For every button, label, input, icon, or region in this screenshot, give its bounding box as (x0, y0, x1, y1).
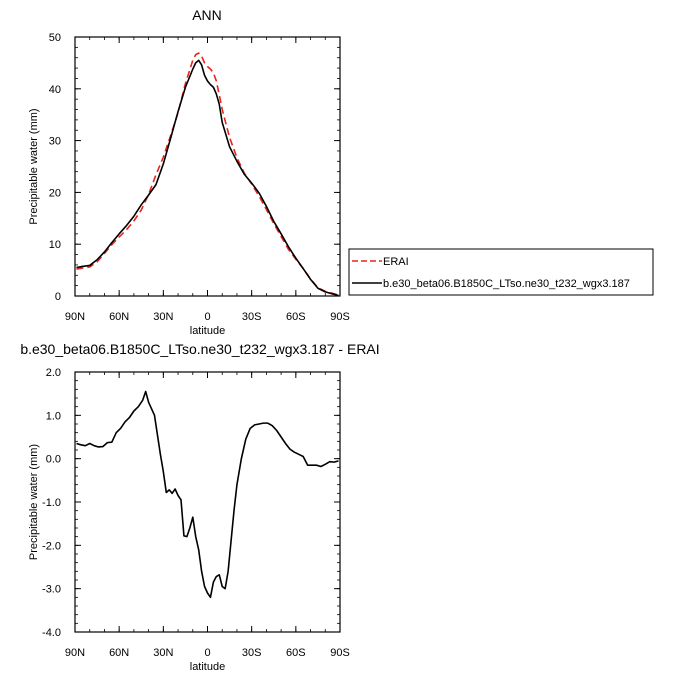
bottom-x-tick-label: 30S (242, 647, 262, 659)
bottom-series-line-0 (76, 390, 339, 599)
bottom-y-tick-label: 1.0 (46, 410, 61, 422)
top-series-line-1 (76, 59, 339, 297)
bottom-x-tick-label: 30N (153, 647, 173, 659)
top-y-tick-label: 20 (49, 187, 61, 199)
bottom-x-axis-label: latitude (190, 661, 225, 673)
bottom-y-tick-label: 2.0 (46, 367, 61, 379)
top-x-axis-label: latitude (190, 325, 225, 337)
bottom-x-tick-label: 60S (286, 647, 306, 659)
legend-box (348, 248, 654, 296)
top-y-tick-label: 0 (55, 291, 61, 303)
top-x-tick-label: 0 (204, 311, 210, 323)
top-y-tick-label: 10 (49, 239, 61, 251)
bottom-chart-title: b.e30_beta06.B1850C_LTso.ne30_t232_wgx3.… (20, 341, 379, 357)
top-plot-frame (74, 36, 341, 297)
bottom-y-tick-label: -2.0 (42, 540, 61, 552)
bottom-y-tick-label: -1.0 (42, 497, 61, 509)
bottom-y-tick-label: -3.0 (42, 584, 61, 596)
top-x-tick-label: 60N (109, 311, 129, 323)
legend-label-0: ERAI (383, 256, 409, 268)
top-y-axis-label: Precipitable water (mm) (28, 108, 40, 224)
bottom-x-tick-label: 0 (204, 647, 210, 659)
bottom-x-tick-label: 90N (65, 647, 85, 659)
top-y-tick-label: 30 (49, 136, 61, 148)
bottom-x-tick-label: 90S (330, 647, 350, 659)
top-x-tick-label: 60S (286, 311, 306, 323)
top-chart-title: ANN (192, 7, 222, 23)
bottom-x-tick-label: 60N (109, 647, 129, 659)
top-x-tick-label: 30S (242, 311, 262, 323)
top-x-tick-label: 30N (153, 311, 173, 323)
bottom-y-tick-label: -4.0 (42, 627, 61, 639)
legend-label-1: b.e30_beta06.B1850C_LTso.ne30_t232_wgx3.… (383, 278, 630, 290)
bottom-y-axis-label: Precipitable water (mm) (28, 444, 40, 560)
bottom-y-tick-label: 0.0 (46, 454, 61, 466)
top-x-tick-label: 90N (65, 311, 85, 323)
top-x-tick-label: 90S (330, 311, 350, 323)
top-y-tick-label: 50 (49, 32, 61, 44)
top-y-tick-label: 40 (49, 84, 61, 96)
top-series-line-0 (76, 52, 339, 296)
